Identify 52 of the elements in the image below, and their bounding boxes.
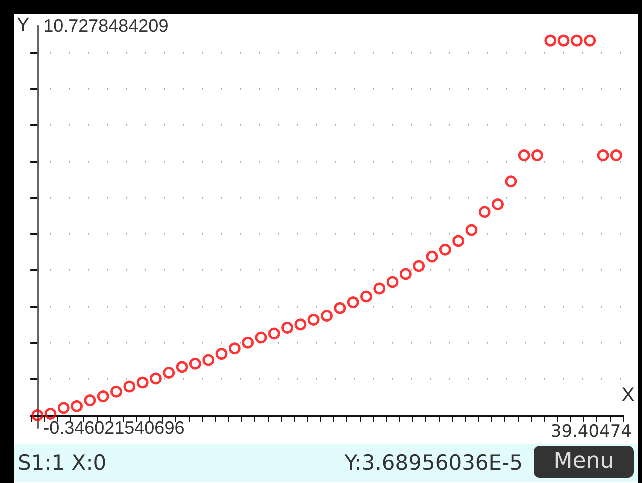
point xyxy=(466,224,478,236)
point xyxy=(268,328,280,340)
point xyxy=(216,348,228,360)
point xyxy=(374,282,386,295)
text: Menu xyxy=(534,446,634,478)
point xyxy=(242,336,254,349)
point xyxy=(597,150,610,162)
point xyxy=(136,376,149,389)
point xyxy=(426,250,438,263)
point xyxy=(228,342,241,355)
x-axis-title: X xyxy=(622,384,636,406)
point xyxy=(492,198,504,210)
point xyxy=(71,400,83,412)
point xyxy=(150,372,162,385)
annotation: 39.40474 xyxy=(550,422,632,442)
point xyxy=(58,402,70,414)
point xyxy=(532,150,544,162)
text: S1:1 X:0 xyxy=(18,451,107,475)
point xyxy=(282,322,294,334)
point xyxy=(176,361,188,374)
point xyxy=(571,34,583,47)
point xyxy=(308,314,320,326)
point xyxy=(610,150,622,162)
point xyxy=(452,235,465,248)
point xyxy=(439,244,452,256)
point xyxy=(558,34,570,47)
point xyxy=(518,150,530,162)
point xyxy=(202,354,215,366)
point xyxy=(321,310,333,322)
point xyxy=(163,367,176,379)
y-axis-title: Y xyxy=(17,15,30,36)
point xyxy=(544,34,557,47)
point xyxy=(124,380,136,393)
point xyxy=(97,390,110,403)
point xyxy=(110,386,122,398)
point xyxy=(505,176,518,188)
point xyxy=(84,394,96,407)
point xyxy=(400,268,412,280)
point xyxy=(584,34,596,47)
text: Y:3.68956036E-5 xyxy=(344,451,523,475)
point xyxy=(255,332,268,344)
point xyxy=(44,408,57,420)
y-tick-label: -0.346021540696 xyxy=(44,418,185,438)
point xyxy=(413,260,426,272)
point xyxy=(360,290,372,303)
point xyxy=(190,358,202,370)
point xyxy=(478,206,491,218)
point xyxy=(294,318,307,331)
point xyxy=(334,302,346,314)
y-tick-label: 10.7278484209 xyxy=(44,16,169,36)
point xyxy=(347,296,360,308)
point xyxy=(386,276,399,288)
